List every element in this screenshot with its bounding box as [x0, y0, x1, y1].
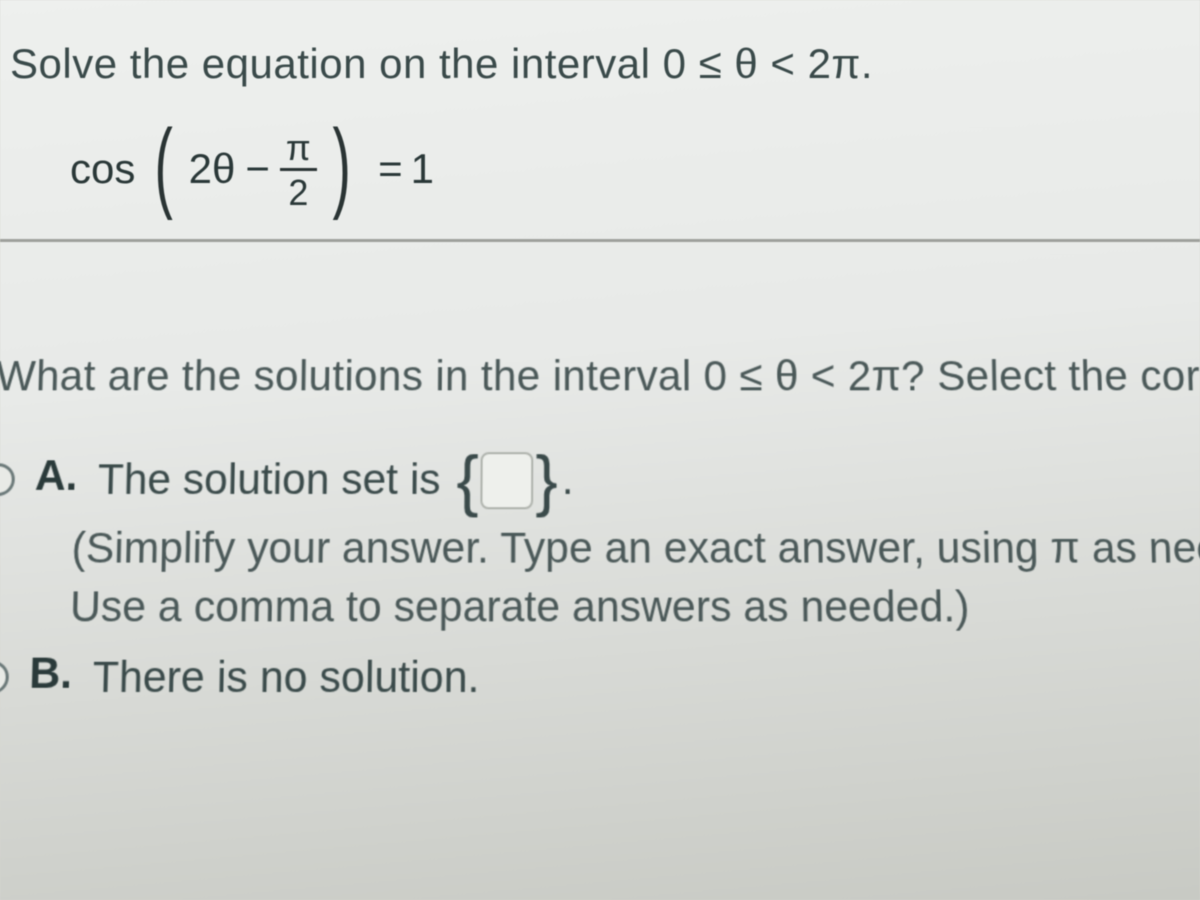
fraction: π 2 [280, 130, 317, 211]
prompt-text: Solve the equation on the interval 0 ≤ θ… [10, 40, 1190, 88]
choice-b-text: There is no solution. [92, 649, 480, 708]
question-text: What are the solutions in the interval 0… [0, 352, 1195, 400]
radio-b[interactable] [0, 661, 9, 694]
choice-a-row: A. The solution set is { } . [0, 451, 1198, 511]
inner-op: − [245, 145, 270, 193]
problem-statement: Solve the equation on the interval 0 ≤ θ… [0, 0, 1200, 242]
fraction-numerator: π [280, 130, 317, 168]
fraction-denominator: 2 [282, 171, 314, 211]
equation-inner: 2θ − π 2 [189, 128, 317, 209]
answer-section: What are the solutions in the interval 0… [0, 242, 1200, 708]
answer-input[interactable] [481, 452, 534, 509]
equals-sign: = [378, 145, 403, 193]
equation-rhs: 1 [411, 145, 434, 193]
question-screenshot: Solve the equation on the interval 0 ≤ θ… [0, 0, 1200, 900]
choice-a-label: A. [34, 451, 78, 500]
choice-a-text-after: . [562, 455, 574, 503]
equation: cos ( 2θ − π 2 ) = 1 [70, 128, 1190, 209]
choice-a-instruction-2: Use a comma to separate answers as neede… [69, 578, 1200, 637]
answer-set-box: { } [456, 454, 558, 511]
equation-function: cos [70, 145, 135, 193]
radio-a[interactable] [0, 463, 15, 496]
inner-left: 2θ [189, 145, 236, 193]
choice-b-label: B. [29, 649, 73, 699]
choice-a-text-before: The solution set is [97, 455, 441, 503]
choice-a-instruction-1: (Simplify your answer. Type an exact ans… [71, 519, 1200, 577]
choice-a-body: The solution set is { } . [97, 451, 574, 511]
choice-b-row: B. There is no solution. [0, 649, 1200, 708]
